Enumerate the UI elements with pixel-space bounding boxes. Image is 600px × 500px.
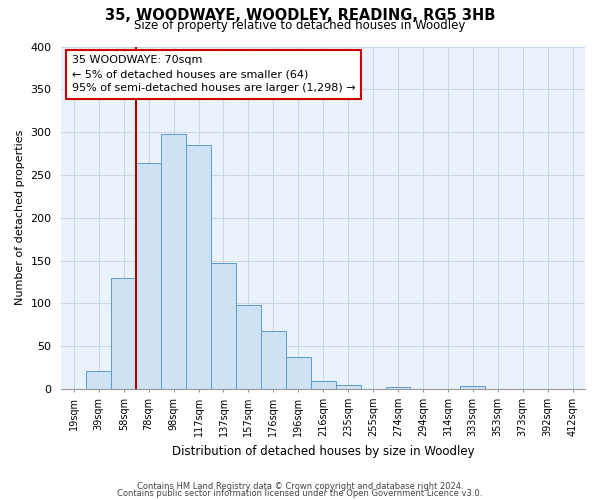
Bar xyxy=(460,386,485,389)
Bar xyxy=(236,305,261,389)
Bar xyxy=(186,145,211,389)
Bar xyxy=(311,382,335,389)
Bar xyxy=(211,263,236,389)
Text: Contains HM Land Registry data © Crown copyright and database right 2024.: Contains HM Land Registry data © Crown c… xyxy=(137,482,463,491)
Text: Contains public sector information licensed under the Open Government Licence v3: Contains public sector information licen… xyxy=(118,489,482,498)
Bar xyxy=(136,163,161,389)
X-axis label: Distribution of detached houses by size in Woodley: Distribution of detached houses by size … xyxy=(172,444,475,458)
Text: 35, WOODWAYE, WOODLEY, READING, RG5 3HB: 35, WOODWAYE, WOODLEY, READING, RG5 3HB xyxy=(105,8,495,22)
Bar xyxy=(386,388,410,389)
Y-axis label: Number of detached properties: Number of detached properties xyxy=(15,130,25,306)
Text: 35 WOODWAYE: 70sqm
← 5% of detached houses are smaller (64)
95% of semi-detached: 35 WOODWAYE: 70sqm ← 5% of detached hous… xyxy=(72,55,355,93)
Bar xyxy=(286,358,311,389)
Text: Size of property relative to detached houses in Woodley: Size of property relative to detached ho… xyxy=(134,18,466,32)
Bar xyxy=(111,278,136,389)
Bar xyxy=(335,384,361,389)
Bar xyxy=(86,371,111,389)
Bar xyxy=(261,331,286,389)
Bar xyxy=(161,134,186,389)
